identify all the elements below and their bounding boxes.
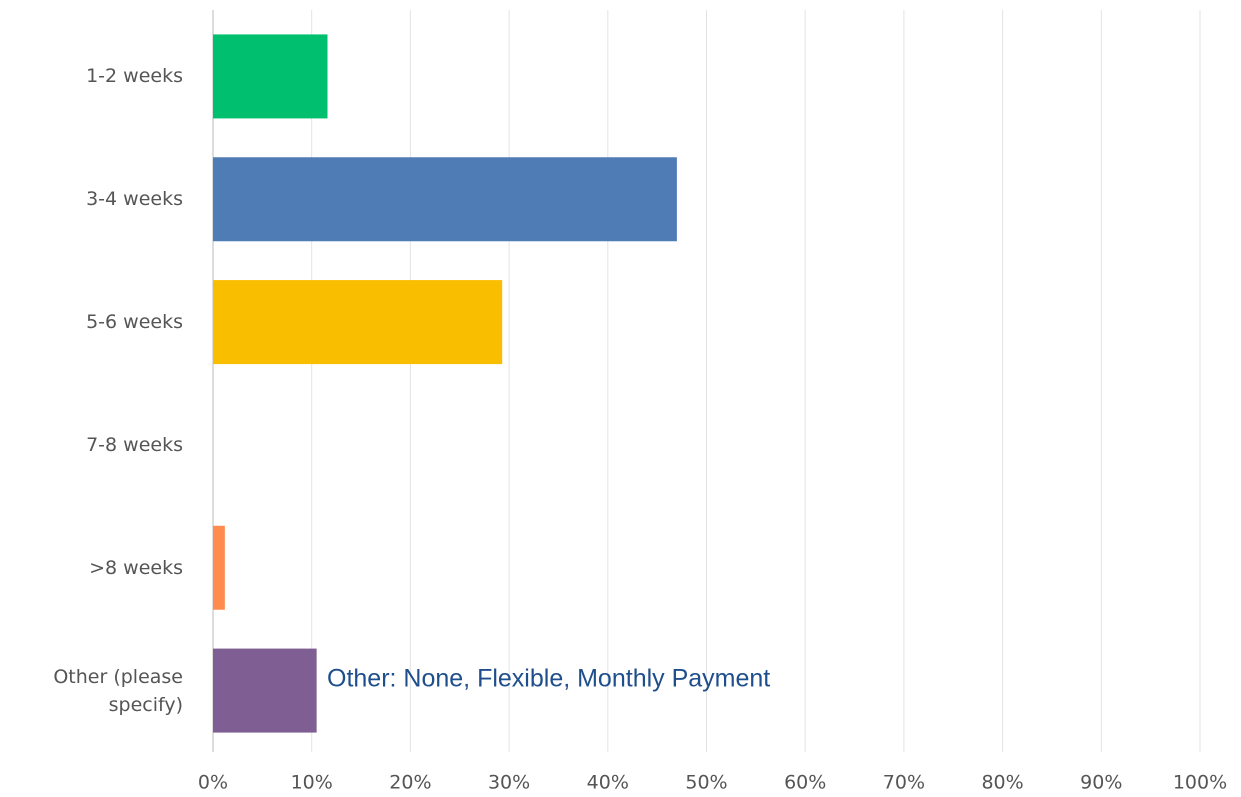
x-tick-label: 60% (784, 772, 826, 794)
bar (213, 648, 317, 733)
annotation: Other: None, Flexible, Monthly Payment (327, 665, 770, 693)
y-tick-label-box: 5-6 weeks (86, 311, 183, 334)
bar (213, 280, 503, 365)
x-tick-label: 40% (587, 772, 629, 794)
y-tick-label: 3-4 weeks (86, 188, 183, 211)
x-tick-label: 10% (291, 772, 333, 794)
bar (213, 34, 328, 119)
y-tick-label: >8 weeks (89, 556, 183, 579)
y-tick-label-box: 3-4 weeks (86, 188, 183, 211)
bar (213, 525, 225, 610)
y-tick-label-box: >8 weeks (89, 556, 183, 579)
y-tick-label-box: 7-8 weeks (86, 433, 183, 456)
x-tick-label: 0% (198, 772, 228, 794)
y-tick-label: 7-8 weeks (86, 433, 183, 456)
y-tick-label: 5-6 weeks (86, 311, 183, 334)
y-tick-label: Other (please specify) (53, 665, 183, 716)
bar (213, 157, 677, 242)
x-tick-label: 90% (1080, 772, 1122, 794)
x-tick-label: 20% (389, 772, 431, 794)
y-tick-label-box: Other (please specify) (53, 665, 183, 716)
x-tick-label: 30% (488, 772, 530, 794)
x-tick-label: 80% (981, 772, 1023, 794)
y-tick-label-box: 1-2 weeks (86, 65, 183, 88)
x-tick-label: 50% (685, 772, 727, 794)
x-tick-label: 100% (1173, 772, 1227, 794)
y-tick-label: 1-2 weeks (86, 65, 183, 88)
x-tick-label: 70% (883, 772, 925, 794)
